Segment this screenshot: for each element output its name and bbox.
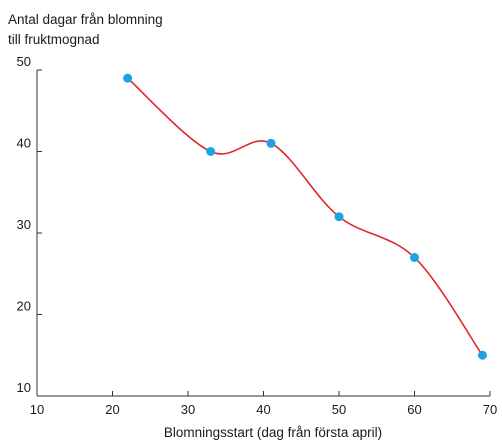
y-tick-label: 40 (17, 136, 31, 151)
x-tick-label: 50 (332, 402, 346, 417)
y-axis-title-line-1: Antal dagar från blomning (8, 12, 163, 27)
data-point (206, 147, 216, 156)
x-tick-label: 10 (30, 402, 44, 417)
x-tick-label: 60 (407, 402, 421, 417)
data-point (266, 138, 276, 148)
y-ticks: 10 20 30 40 50 (17, 54, 42, 397)
x-tick-label: 70 (483, 402, 497, 417)
x-tick-label: 40 (256, 402, 270, 417)
data-point (410, 252, 419, 262)
x-tick-label: 30 (181, 402, 195, 417)
data-point (477, 350, 487, 360)
y-tick-label: 50 (17, 54, 31, 69)
data-point (123, 73, 133, 83)
series-line (127, 77, 484, 356)
y-tick-label: 20 (17, 299, 31, 314)
y-axis-title-line-2: till fruktmognad (8, 32, 100, 47)
data-points (123, 73, 487, 360)
x-axis-title: Blomningsstart (dag från första april) (164, 425, 382, 440)
data-point (334, 212, 344, 222)
y-tick-label: 10 (17, 380, 31, 395)
x-ticks: 10 20 30 40 50 60 70 (30, 391, 497, 417)
y-tick-label: 30 (17, 217, 31, 232)
x-tick-label: 20 (105, 402, 119, 417)
